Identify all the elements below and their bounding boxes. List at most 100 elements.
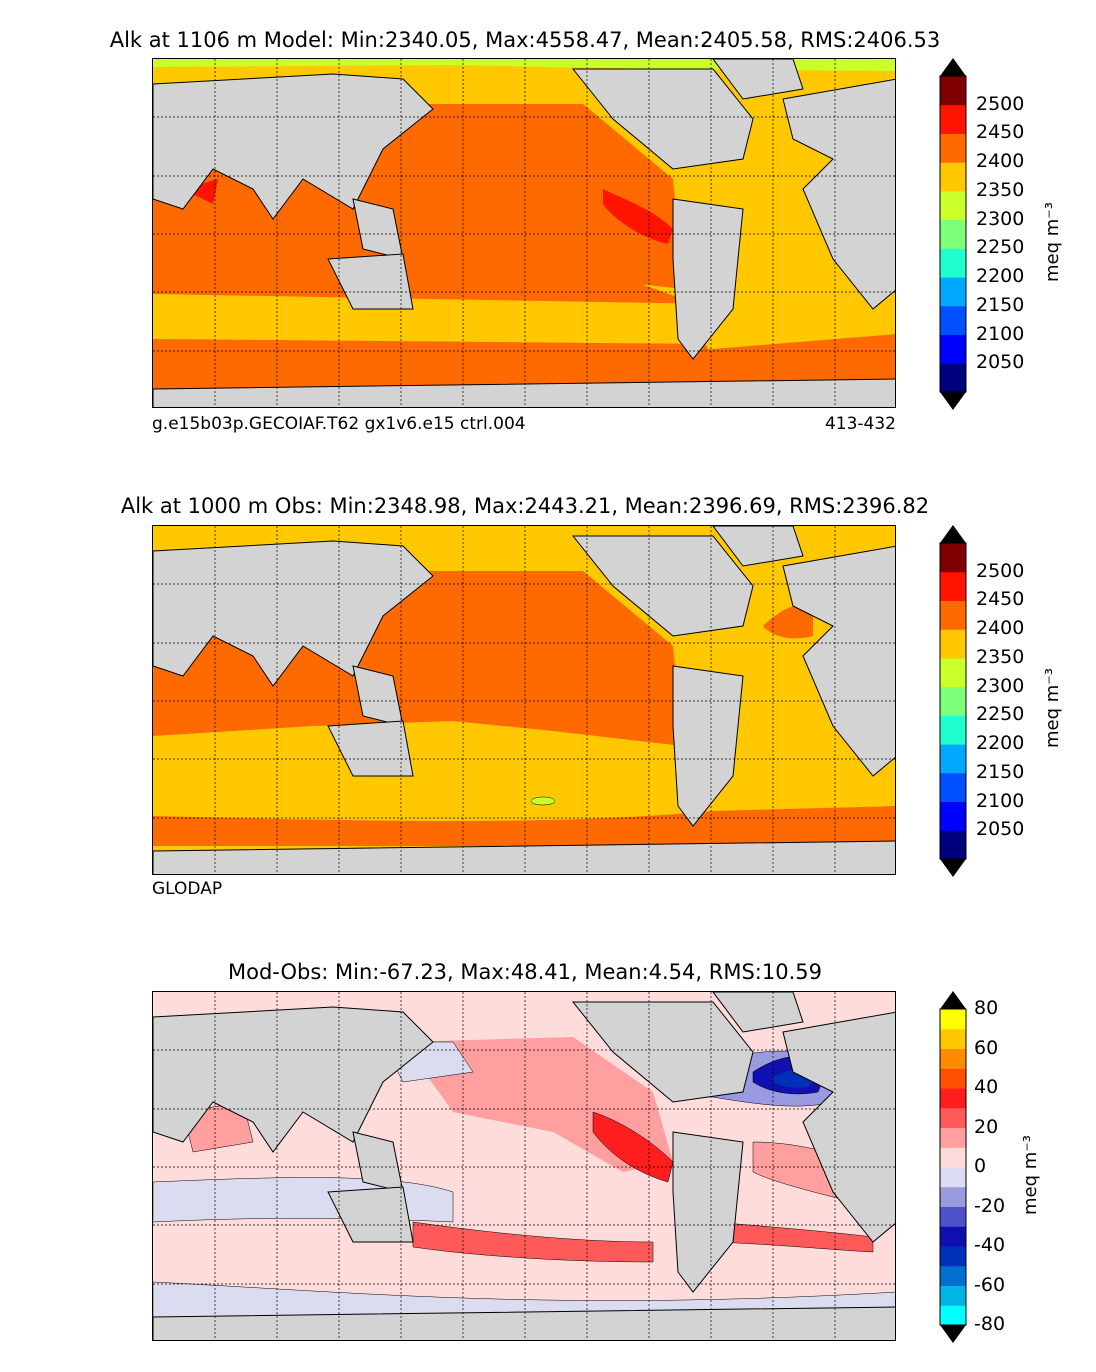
colorbar-extend-max bbox=[940, 991, 966, 1009]
colorbar-segment bbox=[940, 571, 966, 601]
colorbar-tick-label: 2100 bbox=[976, 322, 1025, 345]
colorbar-segment bbox=[940, 248, 966, 278]
colorbar-tick-label: -40 bbox=[974, 1234, 1006, 1256]
colorbar-frame bbox=[939, 1008, 967, 1326]
colorbar-tick-label: 20 bbox=[974, 1115, 999, 1138]
colorbar-segment bbox=[940, 1048, 966, 1069]
colorbar-diff-svg bbox=[939, 991, 967, 1343]
colorbar-segment bbox=[940, 363, 966, 393]
colorbar-tick-label: 2450 bbox=[976, 588, 1025, 611]
colorbar-unit: meq m⁻³ bbox=[1042, 201, 1063, 282]
colorbar-extend-max bbox=[940, 58, 966, 76]
colorbar-segment bbox=[940, 1028, 966, 1049]
colorbar-segment bbox=[940, 76, 966, 106]
colorbar-extend-min bbox=[940, 859, 966, 877]
colorbar-segment bbox=[940, 162, 966, 192]
map-obs-svg bbox=[153, 526, 895, 874]
colorbar-segment bbox=[940, 657, 966, 688]
colorbar-segment bbox=[940, 1167, 966, 1188]
colorbar-segment bbox=[940, 305, 966, 336]
graticule bbox=[153, 526, 895, 874]
run-name-label: g.e15b03p.GECOIAF.T62 gx1v6.e15 ctrl.004 bbox=[152, 414, 526, 434]
colorbar-tick-label: 2200 bbox=[976, 732, 1025, 755]
map-model-svg bbox=[153, 59, 895, 407]
colorbar-segment bbox=[940, 1147, 966, 1168]
colorbar-tick-label: 2150 bbox=[976, 293, 1025, 316]
obs-source-label: GLODAP bbox=[152, 879, 223, 899]
colorbar-diff bbox=[939, 991, 1030, 1343]
colorbar-tick-label: -20 bbox=[974, 1194, 1006, 1217]
colorbar-tick-label: 2250 bbox=[976, 236, 1025, 259]
colorbar-segment bbox=[940, 1107, 966, 1128]
colorbar-segment bbox=[940, 1305, 966, 1326]
colorbar-tick-label: 2050 bbox=[976, 351, 1025, 374]
colorbar-frame bbox=[939, 75, 967, 393]
colorbar-unit: meq m⁻³ bbox=[1020, 1134, 1041, 1215]
graticule bbox=[153, 992, 895, 1340]
south-atlantic-positive-band bbox=[712, 1221, 874, 1253]
landmasses bbox=[153, 992, 895, 1340]
map-model bbox=[152, 58, 896, 408]
landmasses bbox=[153, 59, 895, 407]
etp-strong-positive bbox=[592, 1111, 674, 1183]
colorbar-segment bbox=[940, 1127, 966, 1148]
colorbar-segment bbox=[940, 772, 966, 803]
south-pacific-green-spot bbox=[530, 796, 556, 806]
arctic-green-band bbox=[153, 59, 895, 71]
colorbar-tick-label: 2300 bbox=[976, 674, 1025, 697]
south-pacific-positive-band bbox=[412, 1221, 654, 1263]
colorbar-tick-label: 2250 bbox=[976, 703, 1025, 726]
colorbar-tick-label: 2050 bbox=[976, 818, 1025, 841]
graticule bbox=[153, 59, 895, 407]
colorbar-segment bbox=[940, 1186, 966, 1207]
colorbar-tick-label: 2350 bbox=[976, 645, 1025, 668]
colorbar-tick-label: 2500 bbox=[976, 559, 1025, 582]
colorbar-tick-label: 0 bbox=[974, 1155, 987, 1177]
etp-red-patch bbox=[603, 189, 673, 244]
colorbar-model-svg bbox=[939, 58, 967, 410]
colorbar-segment bbox=[940, 277, 966, 307]
med-outflow-tongue bbox=[763, 604, 813, 639]
colorbar-segment bbox=[940, 600, 966, 630]
landmasses bbox=[153, 526, 895, 874]
colorbar-segment bbox=[940, 1009, 966, 1030]
southern-ocean-orange bbox=[153, 334, 895, 379]
colorbar-segment bbox=[940, 1088, 966, 1109]
colorbar-segment bbox=[940, 801, 966, 831]
colorbar-segment bbox=[940, 744, 966, 774]
colorbar-tick-label: 2450 bbox=[976, 121, 1025, 144]
colorbar-segment bbox=[940, 715, 966, 745]
colorbar-tick-label: 2500 bbox=[976, 92, 1025, 115]
colorbar-segment bbox=[940, 1206, 966, 1227]
colorbar-segment bbox=[940, 629, 966, 659]
colorbar-obs bbox=[939, 525, 1030, 877]
south-subtropic-yellow bbox=[153, 294, 723, 344]
colorbar-model bbox=[939, 58, 1030, 410]
colorbar-extend-max bbox=[940, 525, 966, 543]
arabian-red-patch bbox=[183, 179, 218, 204]
colorbar-tick-label: 2350 bbox=[976, 178, 1025, 201]
southern-ocean-orange bbox=[153, 806, 895, 846]
colorbar-tick-label: 2400 bbox=[976, 617, 1025, 640]
colorbar-segment bbox=[940, 104, 966, 134]
panel-title: Alk at 1000 m Obs: Min:2348.98, Max:2443… bbox=[120, 494, 930, 518]
colorbar-segment bbox=[940, 686, 966, 716]
colorbar-extend-min bbox=[940, 1325, 966, 1343]
colorbar-segment bbox=[940, 543, 966, 573]
year-range-label: 413-432 bbox=[824, 414, 896, 434]
colorbar-segment bbox=[940, 1246, 966, 1267]
colorbar-segment bbox=[940, 1226, 966, 1247]
colorbar-tick-label: 40 bbox=[974, 1076, 999, 1098]
colorbar-segment bbox=[940, 133, 966, 163]
colorbar-segment bbox=[940, 334, 966, 364]
colorbar-frame bbox=[939, 542, 967, 860]
colorbar-segment bbox=[940, 830, 966, 860]
map-diff-svg bbox=[153, 992, 895, 1340]
colorbar-segment bbox=[940, 190, 966, 221]
colorbar-segment bbox=[940, 1068, 966, 1089]
colorbar-tick-label: 80 bbox=[974, 997, 999, 1019]
colorbar-tick-label: -60 bbox=[974, 1273, 1006, 1296]
colorbar-obs-svg bbox=[939, 525, 967, 877]
panel-title: Alk at 1106 m Model: Min:2340.05, Max:45… bbox=[109, 28, 941, 52]
colorbar-tick-label: 2150 bbox=[976, 760, 1025, 783]
